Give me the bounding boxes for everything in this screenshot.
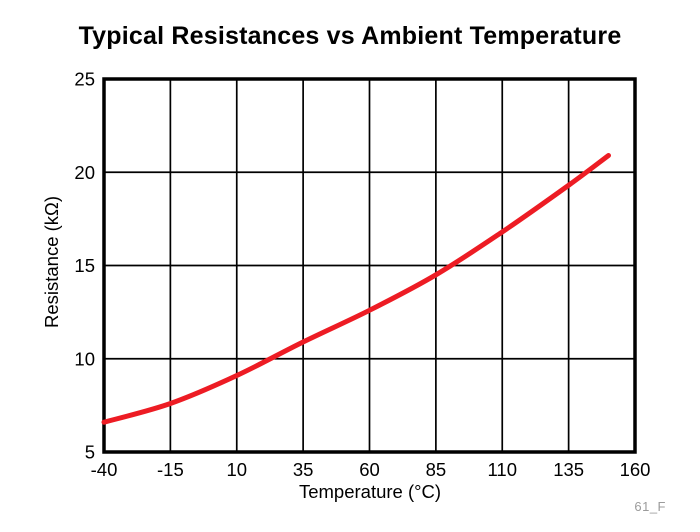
figure-code-label: 61_F — [634, 499, 666, 514]
x-tick-label: 135 — [553, 459, 584, 480]
y-axis-label: Resistance (kΩ) — [41, 195, 62, 329]
x-tick-label: -40 — [91, 459, 118, 480]
x-tick-label: 10 — [226, 459, 247, 480]
y-tick-label: 15 — [74, 255, 95, 276]
y-tick-label: 25 — [74, 69, 95, 90]
y-tick-label: 20 — [74, 162, 95, 183]
x-tick-label: 110 — [488, 459, 518, 480]
chart-title: Typical Resistances vs Ambient Temperatu… — [78, 22, 622, 50]
y-tick-label: 10 — [74, 348, 95, 369]
resistance-curve — [101, 153, 611, 425]
x-axis-label: Temperature (°C) — [298, 481, 442, 502]
y-tick-label: 5 — [85, 442, 95, 463]
x-tick-label: 160 — [620, 459, 651, 480]
x-tick-label: 60 — [359, 459, 380, 480]
x-tick-label: -15 — [157, 459, 184, 480]
x-tick-label: 85 — [426, 459, 447, 480]
plot-border — [102, 77, 637, 454]
x-tick-label: 35 — [293, 459, 314, 480]
